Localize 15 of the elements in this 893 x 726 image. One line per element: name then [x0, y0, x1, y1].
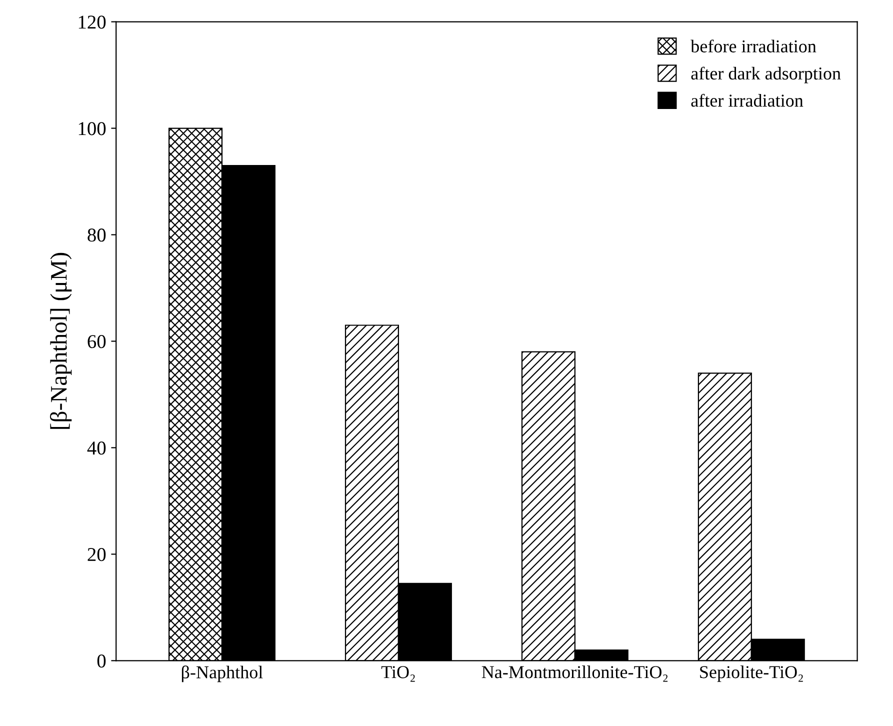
legend-label: after dark adsorption — [691, 66, 841, 84]
y-tick-label: 80 — [88, 228, 106, 242]
x-tick-label: β-Naphthol — [182, 666, 263, 682]
y-axis-title: [β-Naphthol] (μM) — [50, 252, 72, 429]
legend-label: before irradiation — [690, 40, 816, 52]
y-tick-label: 120 — [78, 16, 106, 29]
y-tick-label: 20 — [88, 548, 106, 562]
y-tick-label: 40 — [87, 442, 106, 455]
x-tick-label: Na-Montmorillonite-TiO₂ — [482, 666, 668, 682]
y-tick-label: 100 — [78, 122, 106, 136]
x-tick-label: Sepiolite-TiO₂ — [700, 666, 803, 682]
legend-label: after irradiation — [691, 94, 804, 107]
y-tick-label: 0 — [97, 654, 106, 668]
x-tick-label: TiO₂ — [381, 666, 415, 682]
y-tick-label: 60 — [88, 335, 106, 348]
